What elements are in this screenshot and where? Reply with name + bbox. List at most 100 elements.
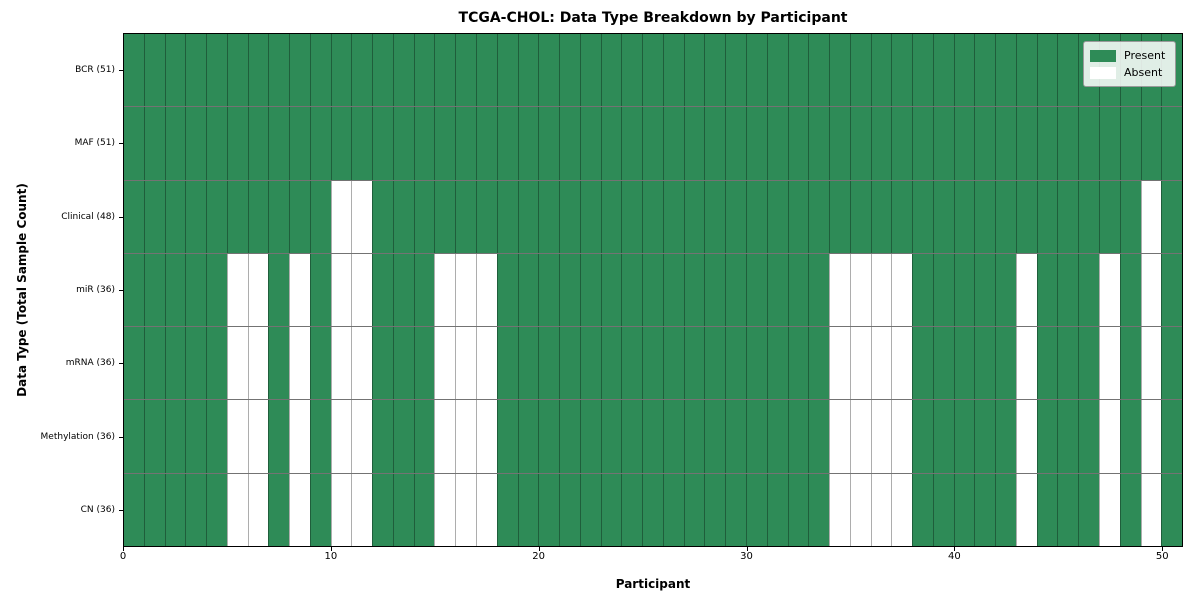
heatmap-cell bbox=[351, 34, 373, 107]
heatmap-cell bbox=[932, 180, 954, 253]
heatmap-cell bbox=[766, 253, 788, 327]
heatmap-cell bbox=[1161, 400, 1183, 473]
heatmap-cell bbox=[164, 327, 186, 400]
heatmap-cell bbox=[496, 180, 518, 253]
heatmap-cell bbox=[309, 34, 331, 107]
heatmap-cell bbox=[1057, 34, 1079, 107]
heatmap-cell bbox=[787, 327, 809, 400]
heatmap-cell bbox=[289, 180, 310, 253]
heatmap-cell bbox=[289, 107, 310, 180]
heatmap-cell bbox=[974, 253, 996, 327]
heatmap-cell bbox=[683, 400, 705, 473]
heatmap-cell bbox=[932, 253, 954, 327]
heatmap-cell bbox=[953, 34, 975, 107]
heatmap-cell bbox=[870, 34, 892, 107]
heatmap-cell bbox=[745, 473, 767, 546]
heatmap-cell bbox=[1036, 107, 1058, 180]
x-tick-label: 40 bbox=[947, 551, 961, 562]
heatmap-cell bbox=[455, 253, 477, 327]
heatmap-cell bbox=[829, 107, 850, 180]
heatmap-cell bbox=[517, 107, 539, 180]
heatmap-cell bbox=[1078, 473, 1099, 546]
heatmap-cell bbox=[995, 180, 1016, 253]
heatmap-cell bbox=[704, 34, 726, 107]
heatmap-cell bbox=[621, 180, 643, 253]
heatmap-cell bbox=[829, 327, 850, 400]
heatmap-cell bbox=[124, 180, 144, 253]
heatmap-cell bbox=[413, 107, 435, 180]
heatmap-cell bbox=[849, 253, 871, 327]
heatmap-cell bbox=[1119, 327, 1141, 400]
heatmap-cell bbox=[455, 400, 477, 473]
y-tick-label: CN (36) bbox=[80, 505, 115, 516]
heatmap-cell bbox=[995, 107, 1016, 180]
heatmap-cell bbox=[538, 180, 560, 253]
heatmap-cell bbox=[226, 180, 248, 253]
heatmap-cell bbox=[372, 400, 393, 473]
heatmap-row-clinical bbox=[124, 179, 1183, 253]
heatmap-cell bbox=[372, 107, 393, 180]
heatmap-cell bbox=[309, 327, 331, 400]
heatmap-cell bbox=[725, 473, 746, 546]
heatmap-cell bbox=[476, 34, 497, 107]
heatmap-cell bbox=[476, 327, 497, 400]
heatmap-cell bbox=[330, 107, 352, 180]
heatmap-cell bbox=[247, 180, 269, 253]
heatmap-cell bbox=[704, 253, 726, 327]
heatmap-cell bbox=[476, 400, 497, 473]
heatmap-cell bbox=[662, 473, 684, 546]
heatmap-cell bbox=[683, 473, 705, 546]
heatmap-cell bbox=[392, 473, 414, 546]
heatmap-cell bbox=[683, 253, 705, 327]
heatmap-cell bbox=[1161, 107, 1183, 180]
heatmap-cell bbox=[496, 253, 518, 327]
heatmap-cell bbox=[496, 34, 518, 107]
legend-label: Present bbox=[1124, 48, 1166, 62]
heatmap-cell bbox=[1057, 327, 1079, 400]
x-tick-mark bbox=[1162, 547, 1164, 551]
heatmap-cell bbox=[268, 473, 290, 546]
heatmap-cell bbox=[745, 400, 767, 473]
heatmap-cell bbox=[953, 107, 975, 180]
heatmap-cell bbox=[829, 253, 850, 327]
heatmap-cell bbox=[268, 107, 290, 180]
heatmap-cell bbox=[413, 180, 435, 253]
heatmap-cell bbox=[434, 180, 456, 253]
heatmap-cell bbox=[1140, 473, 1162, 546]
heatmap-cell bbox=[392, 34, 414, 107]
heatmap-cell bbox=[413, 400, 435, 473]
heatmap-cell bbox=[600, 107, 622, 180]
y-tick-label: BCR (51) bbox=[75, 64, 115, 75]
heatmap-cell bbox=[766, 180, 788, 253]
heatmap-cell bbox=[289, 253, 310, 327]
heatmap-cell bbox=[579, 180, 601, 253]
heatmap-cell bbox=[704, 107, 726, 180]
heatmap-cell bbox=[1078, 253, 1099, 327]
heatmap-cell bbox=[974, 473, 996, 546]
heatmap-cell bbox=[621, 107, 643, 180]
heatmap-cell bbox=[912, 400, 933, 473]
heatmap-cell bbox=[808, 34, 830, 107]
heatmap-cell bbox=[662, 180, 684, 253]
heatmap-cell bbox=[1098, 327, 1120, 400]
heatmap-cell bbox=[787, 400, 809, 473]
heatmap-cell bbox=[870, 107, 892, 180]
heatmap-cell bbox=[206, 34, 227, 107]
heatmap-cell bbox=[1119, 400, 1141, 473]
heatmap-cell bbox=[206, 327, 227, 400]
x-tick-label: 10 bbox=[324, 551, 338, 562]
heatmap-cell bbox=[932, 400, 954, 473]
heatmap-row-methylation bbox=[124, 399, 1183, 473]
heatmap-cell bbox=[455, 180, 477, 253]
legend-label: Absent bbox=[1124, 65, 1163, 79]
heatmap-cell bbox=[829, 180, 850, 253]
heatmap-cell bbox=[247, 253, 269, 327]
heatmap-cell bbox=[1119, 180, 1141, 253]
heatmap-plot-area bbox=[123, 33, 1183, 547]
heatmap-cell bbox=[372, 253, 393, 327]
heatmap-cell bbox=[787, 473, 809, 546]
heatmap-cell bbox=[766, 107, 788, 180]
heatmap-cell bbox=[932, 107, 954, 180]
heatmap-cell bbox=[932, 473, 954, 546]
heatmap-cell bbox=[392, 253, 414, 327]
